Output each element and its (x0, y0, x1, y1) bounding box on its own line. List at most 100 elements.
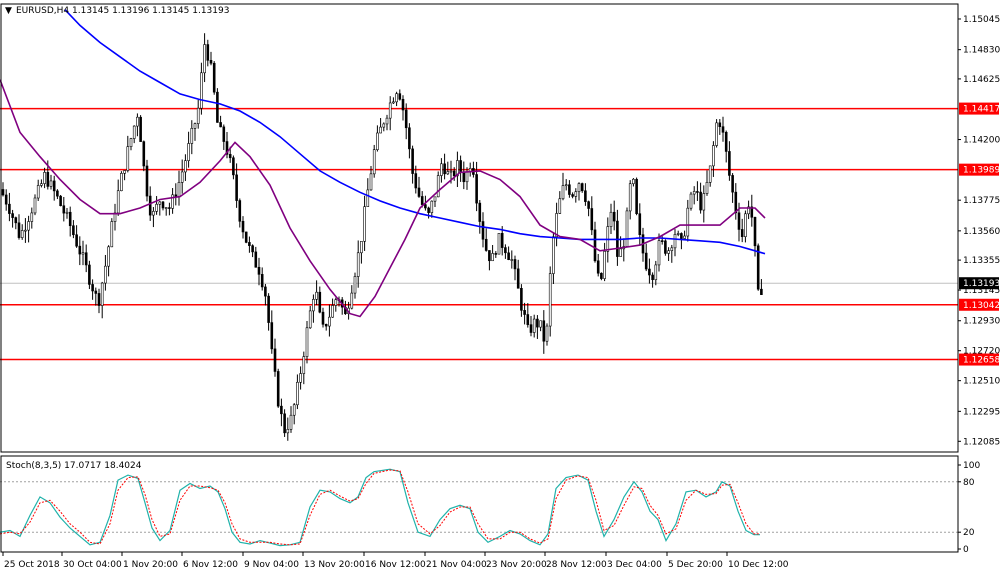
candle-body-down (459, 160, 462, 173)
candle-body-up (116, 190, 120, 214)
candle (593, 221, 597, 263)
level-label-box (959, 163, 999, 176)
candle-body-down (260, 274, 264, 288)
candle (580, 182, 584, 193)
candle-body-down (734, 191, 738, 214)
dropdown-arrow-icon[interactable]: ▼ (5, 6, 12, 16)
candle (91, 279, 94, 300)
candle-body-down (523, 310, 526, 315)
candle-body-down (424, 204, 427, 209)
candle-body-down (484, 238, 488, 251)
candle (8, 192, 11, 222)
x-tick-label: 9 Nov 04:00 (244, 560, 299, 570)
candle-body-up (673, 234, 677, 249)
candle (296, 374, 299, 410)
candle (222, 124, 226, 150)
candle (363, 195, 366, 251)
candle-body-down (571, 194, 574, 197)
candle (145, 159, 149, 202)
level-label: 1.13042 (963, 301, 1000, 311)
x-tick-label: 28 Nov 12:00 (546, 560, 607, 570)
candle-body-down (318, 291, 322, 313)
candle (520, 284, 523, 317)
candle-body-down (1, 189, 5, 196)
candle-body-up (292, 404, 296, 416)
candle (360, 241, 363, 264)
candle-body-up (558, 198, 562, 214)
candle-body-down (235, 174, 238, 201)
candle (699, 182, 702, 214)
candle-body-down (324, 323, 328, 327)
candle (193, 122, 197, 141)
stoch-tick-label: 0 (963, 545, 969, 555)
candle-body-up (456, 160, 459, 177)
candle-body-down (660, 240, 664, 242)
candle (603, 242, 606, 282)
candle (331, 298, 334, 318)
candle-body-up (603, 250, 606, 279)
candle-body-up (65, 211, 69, 214)
candle (702, 185, 706, 223)
candle (302, 351, 306, 385)
candle-body-down (494, 253, 498, 255)
candle (532, 314, 536, 338)
candle-body-down (520, 288, 523, 311)
x-tick-label: 21 Nov 04:00 (426, 560, 487, 570)
candle (132, 125, 136, 144)
candle (136, 113, 139, 137)
candle-body-up (331, 305, 334, 318)
level-label: 1.13989 (963, 166, 1000, 176)
candle-body-up (164, 207, 168, 209)
candle (356, 240, 360, 288)
candle (600, 272, 603, 281)
candle (715, 119, 718, 148)
candle (321, 307, 325, 328)
candle (584, 183, 587, 206)
stoch-panel-frame (0, 455, 959, 553)
candle-body-up (388, 102, 392, 119)
candle-body-down (72, 225, 75, 236)
candle-body-up (376, 132, 379, 151)
candle (30, 207, 34, 229)
candle-body-down (542, 320, 546, 342)
candle (203, 33, 206, 83)
candle-body-up (107, 246, 110, 267)
candle-body-down (139, 116, 142, 142)
candle (286, 417, 290, 441)
x-tick-label: 3 Dec 04:00 (607, 560, 662, 570)
candle (721, 116, 725, 142)
candle-body-up (497, 233, 501, 255)
candle-body-down (78, 245, 82, 255)
candle (539, 320, 542, 332)
candle-body-up (379, 126, 382, 134)
y-tick-label: 1.15045 (963, 15, 1000, 25)
candle-body-up (654, 264, 658, 281)
candle (196, 99, 200, 129)
candle (372, 144, 376, 178)
candle (4, 189, 8, 211)
candle-body-down (664, 240, 667, 254)
candle (632, 178, 635, 187)
candle-body-down (209, 60, 213, 64)
candle (542, 310, 546, 354)
candle-body-down (718, 122, 722, 127)
candle (664, 239, 667, 256)
candle-body-up (334, 299, 338, 306)
main-price-panel[interactable] (0, 9, 958, 441)
candle (40, 179, 43, 188)
candle (689, 191, 693, 211)
candle-body-down (651, 274, 654, 281)
candle-body-down (88, 264, 91, 285)
candle-body-down (590, 208, 594, 231)
candle (100, 281, 104, 319)
candle (516, 259, 520, 289)
candle (587, 200, 590, 217)
candle-body-up (625, 210, 629, 247)
candle (276, 368, 280, 408)
candle (235, 163, 238, 208)
candle-body-down (254, 251, 258, 268)
candle-body-up (20, 230, 24, 238)
candle-body-down (91, 284, 94, 292)
candle-body-up (686, 207, 690, 237)
stochastic-panel[interactable] (0, 468, 958, 547)
